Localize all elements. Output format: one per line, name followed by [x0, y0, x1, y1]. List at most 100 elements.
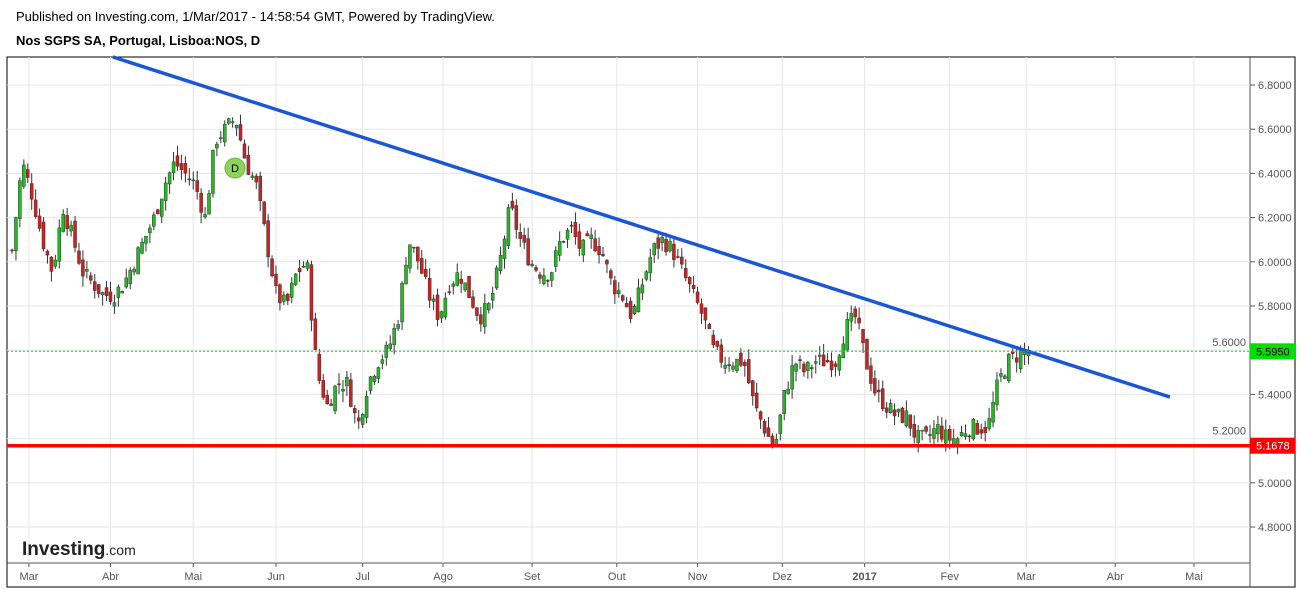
candle-up [18, 180, 22, 219]
candle-down [853, 308, 857, 318]
candle-up [144, 235, 148, 244]
candle-up [644, 271, 649, 280]
candle-down [1014, 357, 1019, 363]
candle-up [223, 123, 227, 143]
candle-down [892, 409, 897, 417]
candle-up [128, 269, 132, 285]
candle-up [203, 214, 207, 218]
candle-down [246, 154, 251, 175]
candle-up [790, 365, 794, 390]
candle-down [242, 143, 247, 159]
x-tick-label: Abr [1107, 571, 1124, 583]
candle-up [723, 364, 727, 369]
candle-up [57, 227, 62, 262]
y-tick-label: 5.8000 [1258, 301, 1292, 313]
x-tick-label: Mar [19, 571, 38, 583]
candle-down [1011, 351, 1015, 354]
y-tick-label: 5.4000 [1258, 389, 1292, 401]
candle-up [774, 439, 779, 446]
candle-down [254, 175, 259, 183]
candle-down [37, 215, 42, 229]
candle-up [944, 429, 948, 444]
y-tick-label: 5.0000 [1258, 478, 1292, 490]
candle-up [550, 272, 554, 281]
candle-up [305, 262, 310, 269]
candle-down [29, 183, 34, 200]
candle-up [360, 413, 365, 425]
candle-up [995, 379, 999, 405]
candle-down [183, 163, 188, 174]
candle-up [22, 164, 26, 187]
candle-up [916, 430, 920, 443]
candle-up [617, 290, 621, 295]
candle-down [947, 429, 952, 441]
candle-up [636, 287, 641, 313]
candle-up [388, 343, 392, 349]
candle-up [463, 282, 467, 291]
candle-down [873, 378, 877, 394]
candle-up [301, 265, 306, 268]
candle-down [825, 360, 830, 363]
candle-down [609, 270, 613, 279]
candle-down [475, 307, 479, 316]
candle-up [668, 241, 672, 252]
candle-up [148, 227, 152, 234]
x-tick-label: Jul [356, 571, 370, 583]
y-tick-label: 6.0000 [1258, 257, 1292, 269]
candle-down [309, 264, 314, 321]
candle-down [605, 260, 609, 265]
candle-down [766, 427, 771, 437]
candle-down [691, 284, 696, 289]
investing-logo: Investing.com [22, 539, 136, 560]
candle-up [376, 367, 381, 379]
y-tick-label: 4.8000 [1258, 522, 1292, 534]
x-tick-label: 2017 [852, 571, 876, 583]
candle-down [676, 256, 680, 258]
candle-up [494, 267, 499, 289]
candle-up [431, 298, 436, 302]
candle-up [140, 241, 144, 254]
candle-down [861, 329, 865, 343]
dividend-marker-icon[interactable] [224, 157, 246, 179]
candle-up [648, 257, 653, 274]
candle-up [632, 306, 637, 314]
candle-down [546, 279, 550, 282]
candle-up [61, 214, 65, 232]
candle-down [423, 269, 428, 277]
candle-down [459, 278, 463, 284]
candle-down [802, 363, 806, 373]
candle-up [806, 362, 810, 371]
candle-down [534, 267, 538, 271]
candle-down [577, 231, 582, 249]
candle-down [908, 414, 913, 429]
candle-down [104, 287, 109, 296]
candle-up [380, 359, 385, 364]
y-tick-label: 6.2000 [1258, 213, 1292, 225]
candle-down [750, 380, 755, 397]
candle-down [92, 281, 97, 291]
candle-down [45, 250, 50, 256]
candle-up [100, 292, 105, 295]
candle-down [49, 256, 54, 272]
candle-up [814, 361, 818, 364]
candle-up [731, 365, 735, 370]
candle-down [238, 124, 243, 141]
candle-up [490, 292, 495, 301]
candle-up [124, 277, 129, 288]
candle-up [845, 319, 850, 351]
candle-down [420, 258, 424, 274]
candle-up [589, 234, 593, 239]
candle-up [987, 418, 991, 429]
last-price-label: 5.5950 [1256, 346, 1290, 358]
candle-up [171, 161, 176, 174]
candle-down [526, 238, 530, 266]
candle-down [89, 275, 93, 281]
candle-down [754, 392, 759, 409]
x-tick-label: Abr [102, 571, 119, 583]
candle-down [73, 220, 77, 248]
candle-up [936, 424, 940, 435]
candle-down [435, 294, 440, 321]
candle-up [735, 358, 739, 371]
candle-up [502, 238, 507, 259]
